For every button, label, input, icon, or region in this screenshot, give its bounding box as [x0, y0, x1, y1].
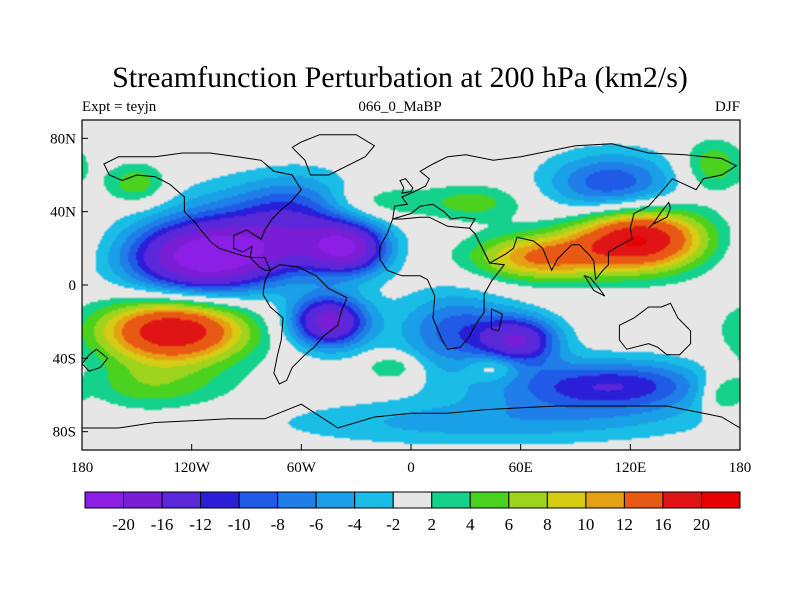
colorbar-swatch — [315, 491, 356, 509]
colorbar-swatch — [354, 491, 394, 509]
colorbar-label: 6 — [505, 515, 514, 534]
coastline-6 — [291, 134, 376, 176]
colorbar-swatch — [700, 491, 741, 509]
colorbar-swatch — [662, 491, 702, 509]
colorbar-label: 20 — [693, 515, 710, 534]
x-axis: 180 120W 60W 0 60E 120E 180 — [71, 444, 752, 476]
colorbar-swatch — [585, 491, 625, 509]
colorbar-label: -6 — [309, 515, 323, 534]
coastline-10 — [490, 307, 503, 332]
coastline-11 — [82, 348, 109, 372]
x-tick-label: 60W — [287, 460, 317, 476]
colorbar-label: -20 — [112, 515, 135, 534]
colorbar-label: -12 — [189, 515, 212, 534]
coastline-1 — [262, 264, 348, 385]
colorbar-swatch — [200, 491, 240, 509]
colorbar-label: 2 — [428, 515, 437, 534]
y-tick-label: 80N — [50, 131, 76, 147]
colorbar-label: -8 — [271, 515, 285, 534]
y-tick-label: 0 — [69, 278, 77, 294]
colorbar-swatch — [431, 491, 471, 509]
colorbar-swatch — [508, 491, 548, 509]
coastline-5 — [82, 403, 740, 450]
colorbar-label: 4 — [466, 515, 475, 534]
run-label: 066_0_MaBP — [358, 99, 442, 115]
coastlines — [82, 134, 740, 450]
colorbar-label: -10 — [228, 515, 251, 534]
colorbar-swatch — [84, 491, 125, 509]
colorbar-swatch — [161, 491, 202, 509]
x-tick-label: 60E — [509, 460, 533, 476]
colorbar-label: -2 — [386, 515, 400, 534]
coastline-4 — [618, 302, 692, 356]
colorbar-label: -4 — [348, 515, 363, 534]
colorbar-swatch — [469, 491, 510, 509]
x-tick-label: 0 — [407, 460, 415, 476]
colorbar-swatch — [123, 491, 163, 509]
y-tick-label: 40N — [50, 205, 76, 221]
x-tick-label: 120E — [614, 460, 646, 476]
y-tick-label: 40S — [53, 351, 76, 367]
colorbar: -20 -16 -12 -10 -8 -6 -4 -2 2 4 6 8 10 12 16 20 — [84, 491, 741, 534]
x-tick-label: 180 — [729, 460, 752, 476]
y-tick-label: 80S — [53, 425, 76, 441]
coastline-0 — [103, 152, 302, 271]
x-tick-label: 180 — [71, 460, 94, 476]
y-axis: 80N 40N 0 40S 80S — [50, 131, 88, 441]
coastline-3 — [392, 143, 738, 281]
colorbar-swatch — [546, 491, 587, 509]
colorbar-label: 16 — [654, 515, 671, 534]
coastline-8 — [648, 201, 672, 229]
colorbar-label: -16 — [151, 515, 174, 534]
colorbar-swatch — [277, 491, 317, 509]
colorbar-label: 12 — [616, 515, 633, 534]
coastline-2 — [379, 216, 506, 350]
colorbar-label: 10 — [577, 515, 594, 534]
colorbar-swatch — [623, 491, 664, 509]
chart-title: Streamfunction Perturbation at 200 hPa (… — [112, 61, 688, 94]
streamfunction-field — [82, 120, 740, 450]
coastline-7 — [399, 178, 414, 194]
map-panel — [81, 119, 741, 451]
colorbar-label: 8 — [543, 515, 552, 534]
season-label: DJF — [714, 99, 740, 115]
experiment-label: Expt = teyjn — [82, 99, 157, 115]
coastline-9 — [583, 274, 606, 297]
colorbar-swatch — [238, 491, 279, 509]
x-tick-label: 120W — [173, 460, 211, 476]
colorbar-swatch — [392, 491, 433, 509]
